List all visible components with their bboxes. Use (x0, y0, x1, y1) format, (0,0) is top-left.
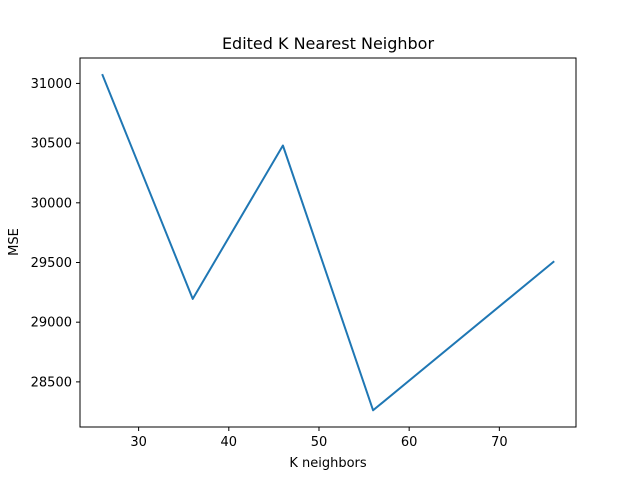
x-tick-label: 30 (130, 435, 147, 450)
plot-area: 30 40 50 60 70 28500 29000 29500 30000 30500 31000 (31, 57, 577, 450)
x-tick-label: 40 (221, 435, 238, 450)
x-axis-label: K neighbors (289, 456, 367, 471)
y-axis-label: MSE (7, 228, 22, 256)
x-tick-label: 70 (491, 435, 508, 450)
y-tick-label: 30500 (31, 137, 72, 152)
x-tick-label: 60 (401, 435, 418, 450)
y-tick-label: 28500 (31, 375, 72, 390)
y-tick-label: 30000 (31, 196, 72, 211)
series-line-0 (101, 73, 555, 412)
plot-frame (79, 57, 577, 428)
chart-title: Edited K Nearest Neighbor (222, 34, 435, 53)
y-tick-label: 29500 (31, 256, 72, 271)
y-tick-label: 31000 (31, 77, 72, 92)
y-tick-label: 29000 (31, 316, 72, 331)
x-tick-label: 50 (311, 435, 328, 450)
